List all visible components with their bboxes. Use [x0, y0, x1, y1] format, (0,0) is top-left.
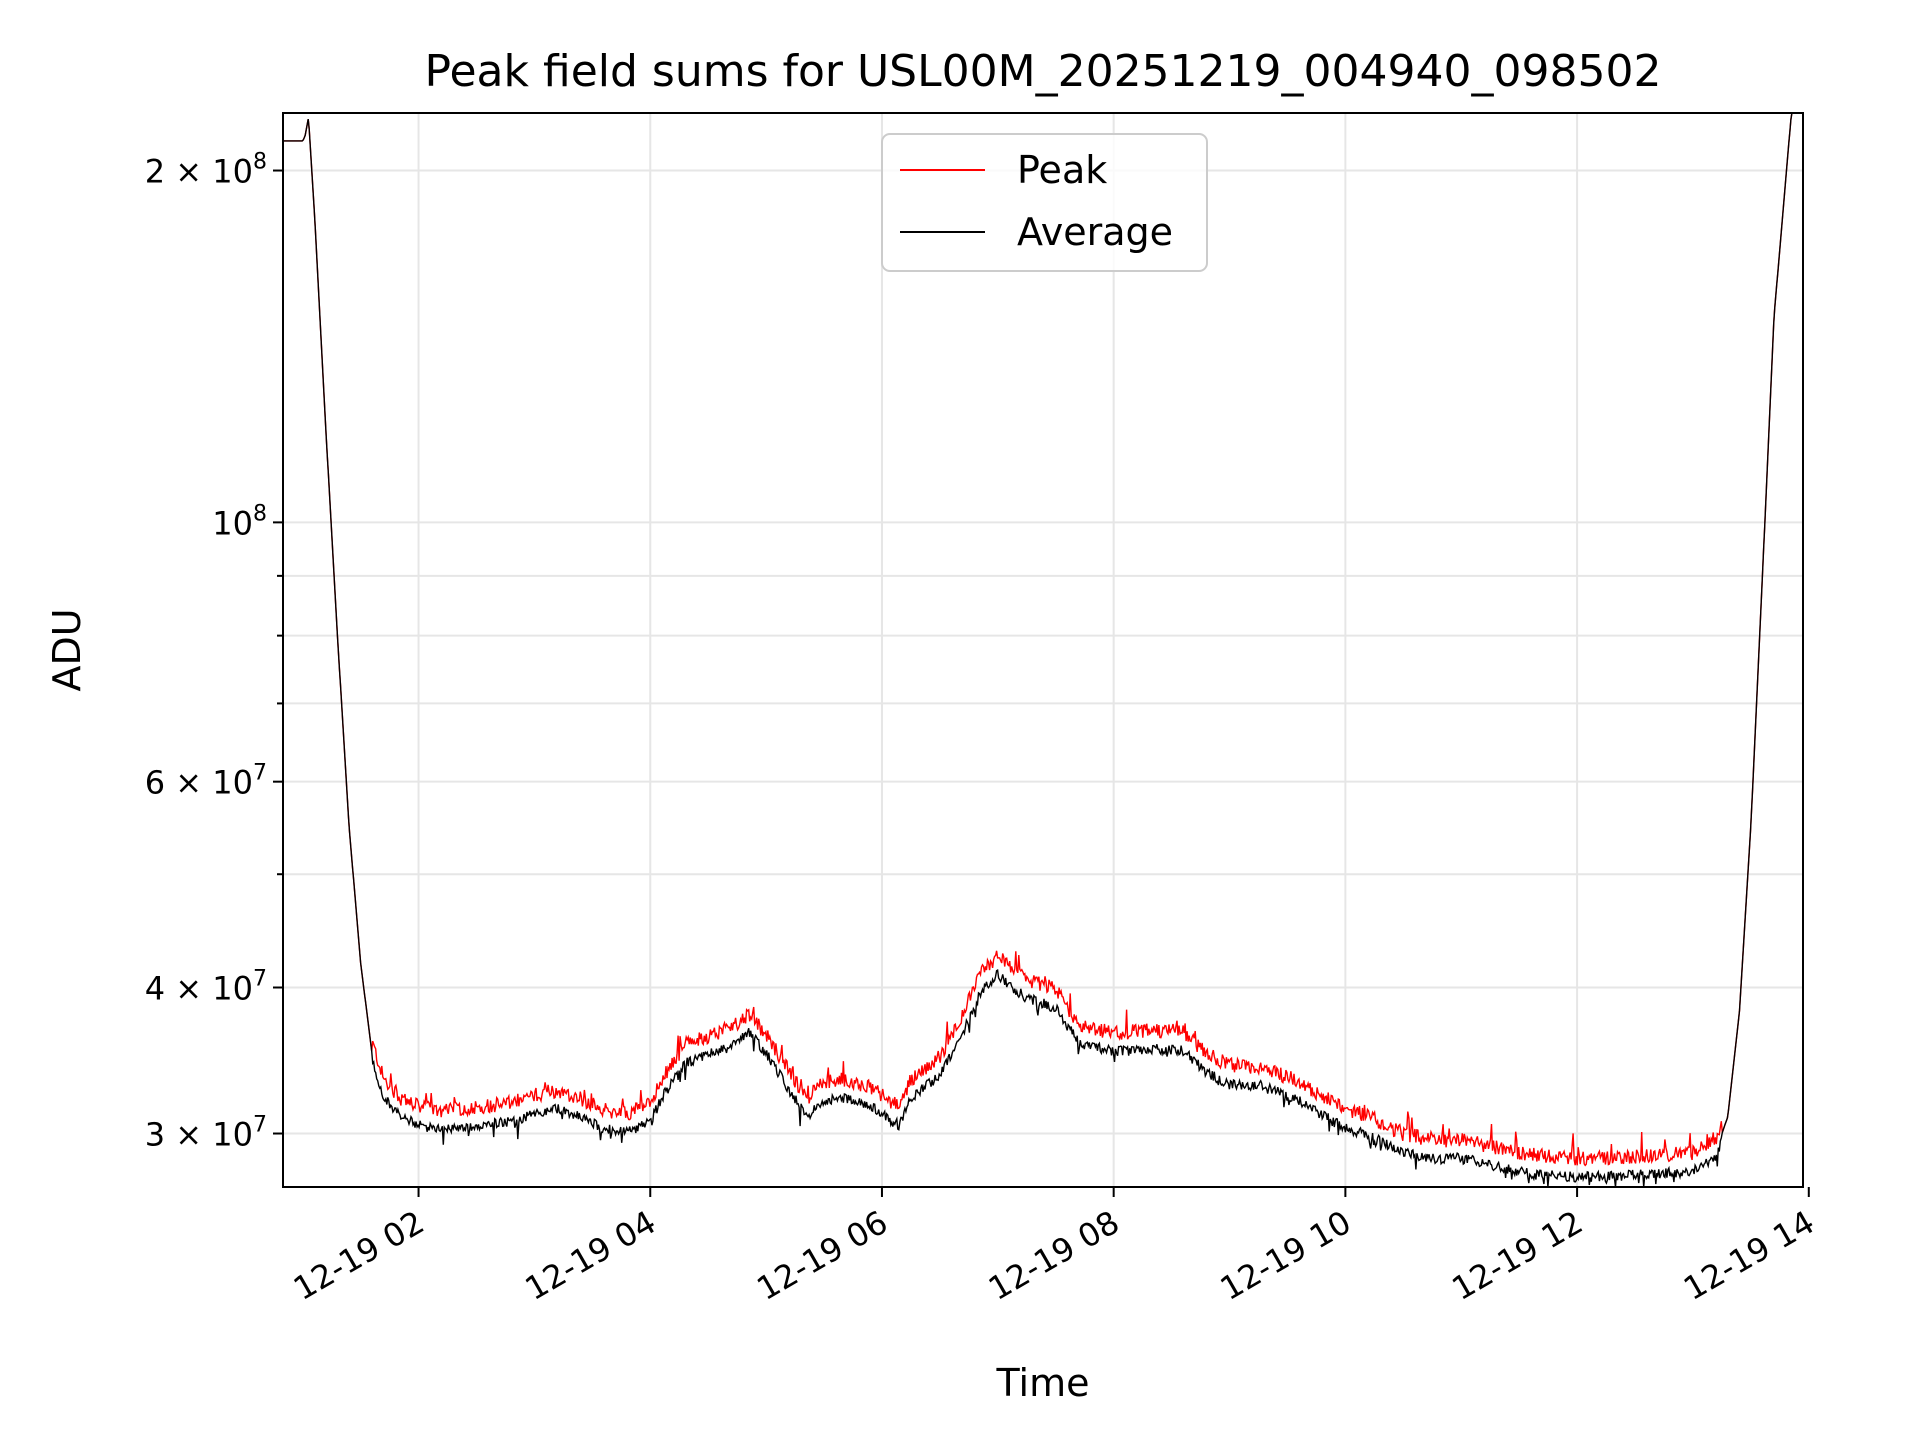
y-tick-base: 3 × 10 — [145, 1116, 253, 1154]
axes-frame — [282, 112, 1804, 1188]
y-tick-label: 6 × 107 — [145, 761, 267, 802]
y-tick-exponent: 7 — [253, 966, 267, 991]
y-tick-label: 108 — [212, 501, 267, 542]
legend-average-label: Average — [1017, 210, 1173, 254]
y-tick-base: 10 — [212, 504, 253, 542]
series-average-line — [283, 112, 1795, 1188]
y-tick-exponent: 7 — [253, 761, 267, 786]
legend-box — [881, 133, 1208, 272]
y-tick-exponent: 8 — [253, 150, 267, 175]
y-tick-base: 6 × 10 — [145, 764, 253, 802]
x-axis-label: Time — [996, 1361, 1090, 1405]
y-tick-base: 4 × 10 — [145, 969, 253, 1007]
y-tick-label: 2 × 108 — [145, 150, 267, 191]
y-tick-exponent: 7 — [253, 1113, 267, 1138]
legend-peak-label: Peak — [1017, 148, 1107, 192]
y-tick-label: 4 × 107 — [145, 966, 267, 1007]
series-peak-line — [283, 112, 1795, 1167]
legend: Peak Average — [881, 133, 1208, 272]
y-tick-exponent: 8 — [253, 501, 267, 526]
y-axis-label: ADU — [45, 608, 89, 691]
plot-area — [283, 112, 1795, 1188]
chart-title: Peak field sums for USL00M_20251219_0049… — [425, 46, 1662, 97]
y-tick-base: 2 × 10 — [145, 153, 253, 191]
y-tick-label: 3 × 107 — [145, 1113, 267, 1154]
